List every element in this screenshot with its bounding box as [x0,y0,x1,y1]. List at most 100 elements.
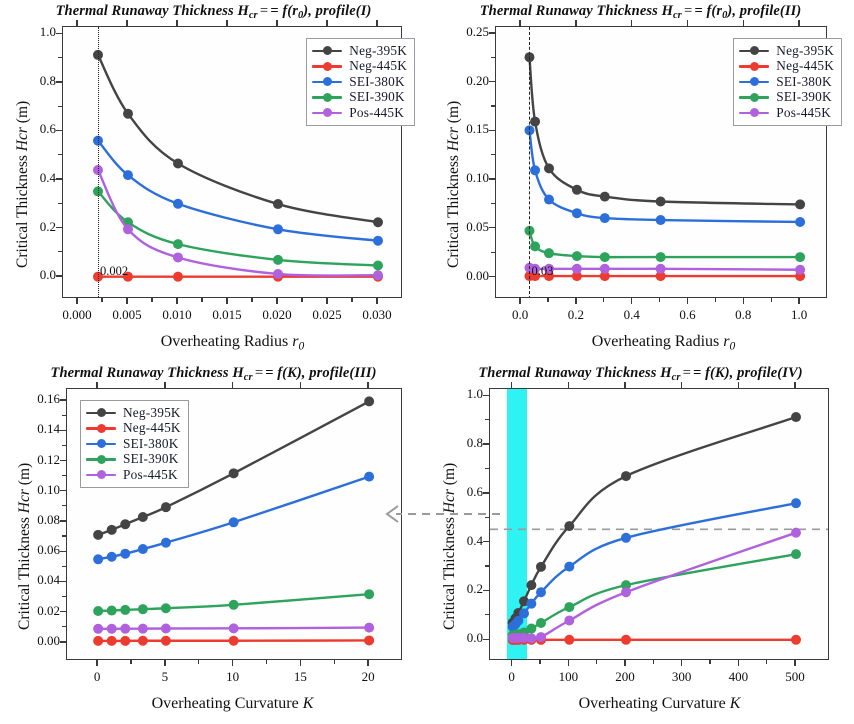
legend-item-sei-390k[interactable]: SEI-390K [312,89,407,106]
x-minor-tick [251,298,253,302]
data-point-neg-395k [228,468,239,479]
legend-item-neg-445k[interactable]: Neg-445K [86,420,181,437]
legend-item-sei-380k[interactable]: SEI-380K [312,74,407,90]
data-point-neg-395k [599,191,610,202]
data-point-neg-445k [599,271,610,282]
y-tick-label: 0.20 [466,72,489,88]
legend-marker-icon [86,407,116,419]
x-top-tick [126,20,128,26]
y-minor-tick [491,251,495,253]
data-point-pos-445k [544,263,555,274]
data-point-pos-445k [530,263,541,274]
data-point-pos-445k [137,623,148,634]
data-point-sei-380k [621,532,631,543]
y-tick [56,32,62,34]
x-tick [798,298,800,304]
data-point-pos-445k [160,623,171,634]
series-line-sei-390k [96,190,380,267]
y-tick [60,490,66,492]
data-point-neg-395k [536,561,546,572]
data-point-pos-445k [106,623,117,634]
legend-item-pos-445k[interactable]: Pos-445K [86,467,181,483]
data-point-sei-380k [173,198,183,209]
y-minor-tick [58,202,62,204]
x-tick [299,660,302,666]
y-minor-tick [491,202,495,205]
data-point-pos-445k [655,263,666,274]
legend-item-neg-395k[interactable]: Neg-395K [312,43,407,59]
legend-label: SEI-380K [123,435,179,451]
data-point-sei-390k [364,589,375,600]
legend-item-neg-395k[interactable]: Neg-395K [86,405,181,421]
legend-item-neg-395k[interactable]: Neg-395K [739,43,834,59]
y-minor-tick [62,626,66,628]
y-tick [483,540,489,543]
legend-marker-icon [312,60,343,72]
x-top-tick [575,20,577,26]
x-axis-label-I: Overheating Radius r0 [160,333,305,353]
x-tick [376,298,378,304]
data-point-sei-380k [123,170,133,181]
legend-item-sei-380k[interactable]: SEI-380K [86,436,181,452]
legend-item-sei-390k[interactable]: SEI-390K [86,451,181,468]
legend-item-pos-445k[interactable]: Pos-445K [739,105,834,121]
y-tick-label: 0.10 [466,170,489,186]
data-point-sei-390k [228,599,239,610]
data-point-neg-395k [621,471,631,482]
data-point-neg-395k [564,521,575,532]
x-top-tick [742,20,744,26]
legend-label: Pos-445K [123,466,178,482]
x-tick [567,660,570,666]
x-minor-tick [652,660,654,664]
data-point-neg-445k [120,635,131,646]
y-tick-label: 0.04 [37,572,60,588]
legend-item-pos-445k[interactable]: Pos-445K [312,105,407,121]
y-tick [483,394,489,396]
panel-profile-I: Thermal Runaway Thickness Hcr = = f(r0),… [0,0,427,362]
data-point-neg-445k [106,635,117,646]
legend-label: Neg-395K [123,404,181,420]
y-tick [60,580,66,583]
data-point-sei-390k [373,260,383,271]
x-tick-label: 0 [93,669,101,684]
legend-label: SEI-390K [349,89,405,105]
data-point-sei-380k [526,598,537,609]
dashed-arrow-icon [382,502,502,526]
x-tick [367,660,369,666]
legend-item-neg-445k[interactable]: Neg-445K [312,58,407,75]
x-tick-label: 500 [785,669,805,684]
y-minor-tick [62,565,66,567]
legend-item-sei-390k[interactable]: SEI-390K [739,89,834,106]
data-point-neg-445k [364,635,375,646]
data-point-pos-445k [795,264,806,275]
y-tick [489,32,495,34]
legend-item-neg-445k[interactable]: Neg-445K [739,58,834,75]
data-point-neg-445k [173,271,183,282]
y-tick-label: 0.00 [37,632,60,648]
data-point-neg-445k [530,271,541,282]
legend-marker-icon [86,469,116,481]
data-point-pos-445k [273,268,283,279]
x-tick [126,298,128,304]
x-tick-label: 20 [361,669,375,684]
x-top-tick [176,20,178,26]
x-tick-label: 0.8 [735,307,752,322]
legend-label: Pos-445K [776,104,832,120]
y-tick-label: 0.8 [39,72,56,88]
y-tick [483,492,489,494]
panel-profile-IV: Thermal Runaway Thickness Hcr = = f(K), … [427,362,854,724]
data-point-pos-445k [173,252,183,263]
x-tick-label: 400 [728,669,749,684]
panel-title-I: Thermal Runaway Thickness Hcr = = f(r0),… [55,3,372,21]
y-tick [60,429,66,431]
data-point-neg-395k [137,511,148,522]
legend-item-sei-380k[interactable]: SEI-380K [739,74,834,90]
data-point-sei-390k [120,604,131,615]
dashed-arrow-svg [385,505,500,523]
y-tick [56,275,62,277]
y-tick-label: 0.02 [37,602,60,618]
x-minor-tick [539,660,541,664]
x-minor-tick [659,298,661,302]
x-tick-label: 100 [558,669,579,684]
x-tick [519,298,521,304]
